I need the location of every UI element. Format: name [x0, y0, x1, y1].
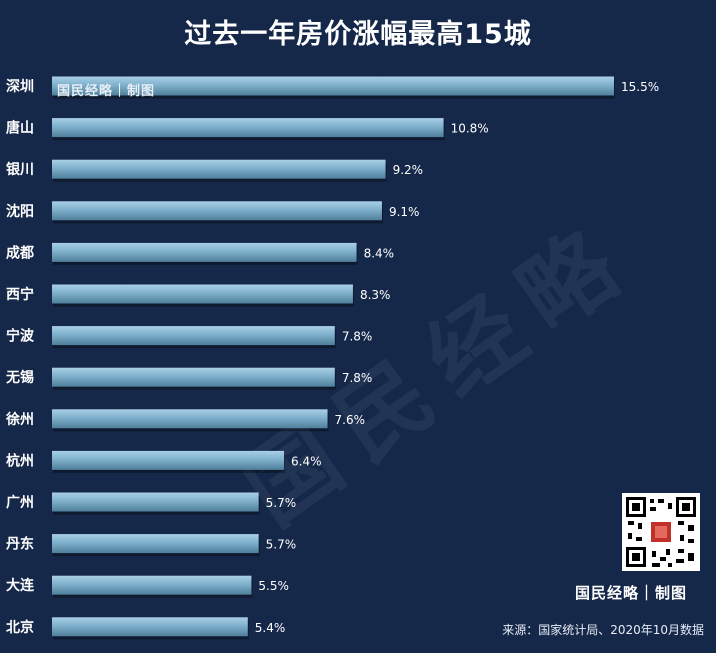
value-label: 8.4% [364, 246, 395, 260]
category-label: 丹东 [6, 536, 34, 553]
bar [52, 367, 335, 387]
category-label: 广州 [6, 494, 34, 511]
value-label: 10.8% [451, 122, 489, 136]
bar [52, 118, 444, 138]
value-label: 9.2% [393, 163, 424, 177]
value-label: 5.4% [255, 621, 286, 635]
category-label: 西宁 [6, 286, 34, 303]
category-label: 深圳 [6, 78, 34, 95]
bar [52, 409, 328, 429]
category-label: 沈阳 [6, 203, 34, 220]
bar [52, 284, 353, 304]
category-label: 宁波 [6, 328, 35, 345]
bar [52, 242, 357, 262]
chart-title: 过去一年房价涨幅最高15城 [184, 19, 532, 50]
value-label: 8.3% [360, 288, 391, 302]
value-label: 15.5% [621, 80, 659, 94]
qr-code-icon [622, 493, 700, 571]
value-label: 7.8% [342, 371, 373, 385]
value-label: 5.7% [266, 538, 297, 552]
source-note: 来源：国家统计局、2020年10月数据 [502, 623, 704, 637]
bar [52, 450, 285, 470]
value-label: 7.8% [342, 330, 373, 344]
value-label: 7.6% [335, 413, 366, 427]
category-label: 徐州 [5, 411, 34, 428]
bar [52, 617, 248, 637]
value-label: 9.1% [389, 205, 420, 219]
bar [52, 326, 335, 346]
bar [52, 575, 252, 595]
value-label: 6.4% [291, 454, 322, 468]
value-label: 5.5% [258, 579, 289, 593]
category-label: 大连 [6, 577, 35, 594]
bar [52, 534, 259, 554]
bar [52, 159, 386, 179]
category-label: 北京 [6, 619, 34, 636]
category-label: 唐山 [6, 120, 34, 137]
category-label: 无锡 [5, 369, 34, 386]
brand-label-in-bar: 国民经略｜制图 [57, 84, 156, 99]
bar [52, 201, 382, 221]
bar [52, 76, 614, 96]
category-label: 杭州 [6, 452, 34, 469]
bar [52, 492, 259, 512]
brand-credit: 国民经略｜制图 [575, 584, 688, 602]
value-label: 5.7% [266, 496, 297, 510]
category-label: 银川 [6, 161, 34, 178]
category-label: 成都 [6, 244, 34, 261]
